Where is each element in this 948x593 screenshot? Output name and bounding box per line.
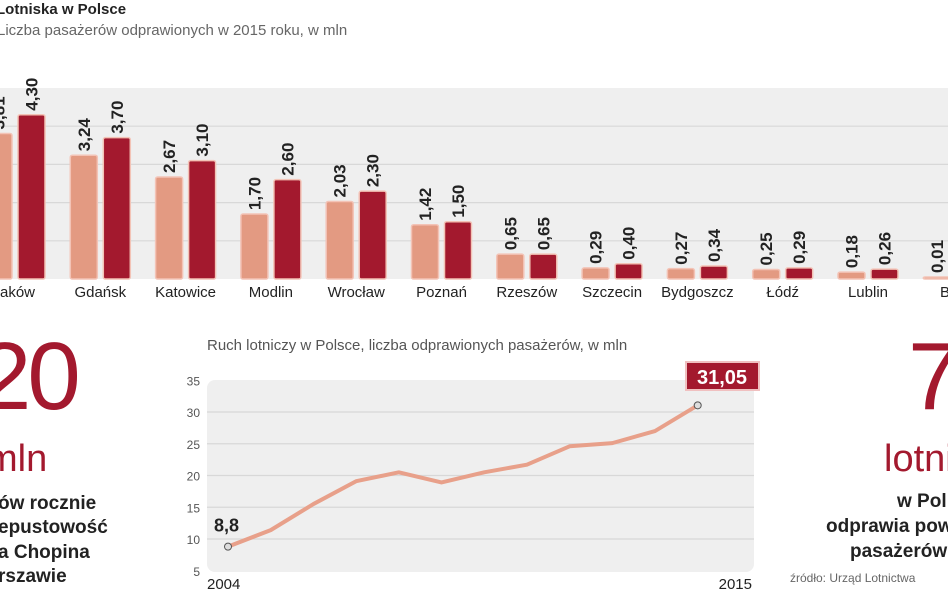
- bar-dark: [784, 267, 814, 280]
- bar-light: [837, 271, 866, 280]
- left-text-line: epustowość: [0, 517, 108, 538]
- bar-light: [410, 224, 440, 280]
- bar-light: [69, 154, 99, 280]
- chart-title: Lotniska w Polsce: [0, 1, 127, 18]
- category-label: Gdańsk: [74, 284, 126, 300]
- left-unit: mln: [0, 438, 48, 480]
- data-point: [693, 401, 702, 410]
- left-text-line: ów rocznie: [0, 493, 97, 514]
- right-text-line: odprawia pow: [826, 516, 948, 537]
- y-tick-label: 20: [187, 470, 201, 484]
- bar-value-label: 0,40: [620, 227, 639, 260]
- bar-value-label: 1,50: [449, 185, 468, 218]
- bar-value-label: 4,30: [23, 78, 42, 111]
- y-tick-label: 5: [193, 565, 200, 579]
- bar-value-label: 0,65: [534, 217, 553, 250]
- bar-dark: [870, 268, 899, 280]
- category-label: Rzeszów: [496, 284, 557, 300]
- left-text-line: rszawie: [0, 566, 67, 587]
- bar-value-label: 0,26: [876, 232, 895, 265]
- bar-light: [154, 176, 184, 280]
- bar-value-label: 0,18: [843, 235, 862, 268]
- category-label: Poznań: [416, 284, 467, 300]
- category-label: Szczecin: [582, 284, 642, 300]
- bar-light: [240, 213, 269, 280]
- bar-light: [666, 267, 696, 280]
- right-unit: lotni: [884, 438, 948, 480]
- right-text-line: w Pol: [897, 491, 947, 512]
- bar-value-label: 3,10: [193, 123, 212, 156]
- chart-subtitle: Liczba pasażerów odprawionych w 2015 rok…: [0, 22, 348, 39]
- data-point: [224, 542, 232, 551]
- bar-dark: [102, 136, 132, 280]
- bar-light: [922, 276, 948, 280]
- bar-chart: 3,81 4,30 raków 3,24 3,70 Gdańsk 2,67 3,10 Katow…: [0, 78, 948, 300]
- bar-value-label: 2,60: [278, 143, 297, 176]
- category-label: Lublin: [848, 284, 888, 300]
- category-label: Wrocław: [328, 284, 385, 300]
- first-value-label: 8,8: [214, 516, 239, 536]
- category-label: Katowice: [155, 284, 216, 300]
- bar-value-label: 3,70: [108, 101, 127, 134]
- source-note: źródło: Urząd Lotnictwa: [790, 571, 916, 585]
- left-text-line: a Chopina: [0, 542, 90, 563]
- bar-light: [751, 268, 781, 280]
- bar-value-label: 0,65: [501, 217, 520, 250]
- bar-light: [496, 253, 525, 280]
- category-label: Modlin: [249, 284, 293, 300]
- last-value-label: 31,05: [697, 367, 747, 389]
- bar-light: [581, 267, 610, 280]
- bar-dark: [699, 265, 729, 280]
- bar-value-label: 2,30: [364, 154, 383, 187]
- y-tick-label: 25: [187, 438, 201, 452]
- x-tick-label: 2015: [719, 576, 752, 593]
- bar-dark: [614, 262, 643, 280]
- category-label: Bab: [940, 284, 948, 300]
- bar-value-label: 3,24: [75, 118, 94, 152]
- line-chart-title: Ruch lotniczy w Polsce, liczba odprawion…: [207, 337, 628, 354]
- last-value-badge: [685, 361, 760, 391]
- category-label: raków: [0, 284, 35, 300]
- y-tick-label: 10: [187, 533, 201, 547]
- bar-dark: [187, 159, 217, 280]
- x-tick-label: 2004: [207, 576, 240, 593]
- bar-dark: [17, 113, 46, 280]
- y-tick-label: 30: [187, 406, 201, 420]
- bar-value-label: 1,42: [416, 188, 435, 221]
- category-label: Bydgoszcz: [661, 284, 734, 300]
- bar-value-label: 2,03: [331, 164, 350, 197]
- right-text-line: pasażerów: [850, 541, 948, 562]
- bar-light: [0, 132, 13, 280]
- bar-dark: [529, 253, 558, 280]
- bar-dark: [273, 178, 302, 280]
- bar-value-label: 0,01: [928, 240, 947, 273]
- bar-dark: [358, 190, 387, 280]
- y-tick-label: 35: [187, 374, 201, 388]
- bar-value-label: 0,34: [705, 228, 724, 262]
- bar-value-label: 0,29: [790, 231, 809, 264]
- left-big-number: 20: [0, 323, 81, 430]
- bar-value-label: 3,81: [0, 96, 9, 129]
- right-big-number: 7: [908, 323, 948, 430]
- bar-value-label: 0,29: [587, 231, 606, 264]
- bar-value-label: 1,70: [245, 177, 264, 210]
- y-tick-label: 15: [187, 501, 201, 515]
- bar-value-label: 2,67: [160, 140, 179, 173]
- bar-dark: [443, 220, 473, 280]
- bar-light: [325, 200, 354, 280]
- category-label: Łódź: [766, 284, 799, 300]
- bar-value-label: 0,25: [757, 232, 776, 265]
- bar-value-label: 0,27: [672, 232, 691, 265]
- data-line: [227, 403, 699, 549]
